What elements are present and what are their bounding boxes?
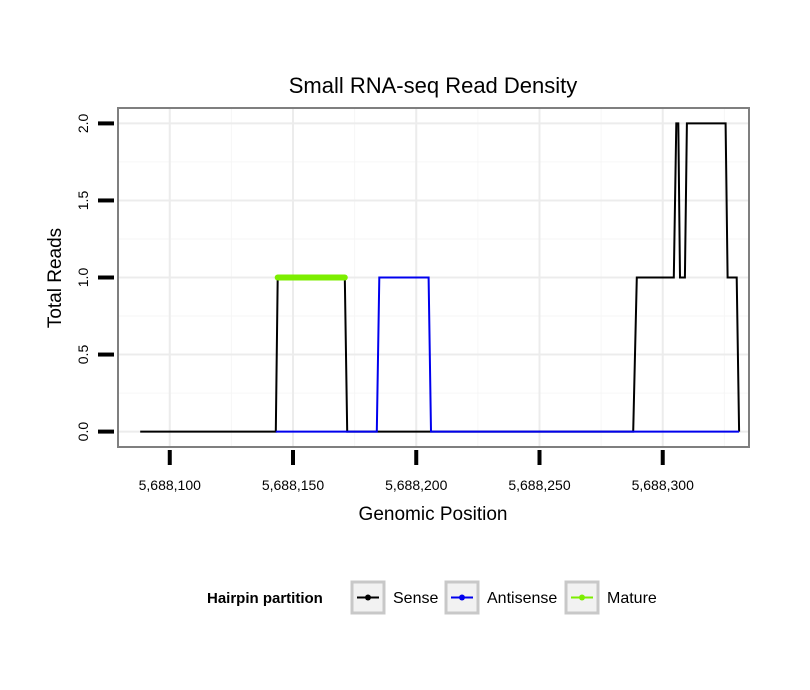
x-tick-label-0: 5,688,100 (139, 477, 201, 493)
legend-point-antisense (459, 594, 465, 601)
legend-title: Hairpin partition (207, 590, 323, 607)
x-tick-label-2: 5,688,200 (385, 477, 447, 493)
legend-entries: Sense Antisense Mature (350, 580, 657, 615)
x-tick-label-1: 5,688,150 (262, 477, 324, 493)
x-axis: 5,688,100 5,688,150 5,688,200 5,688,250 5,68… (139, 450, 694, 493)
y-tick-label-4: 2.0 (75, 113, 91, 133)
plot-panel (117, 107, 750, 448)
legend-label-sense: Sense (393, 590, 438, 607)
x-tick-label-4: 5,688,300 (632, 477, 694, 493)
x-tick-label-3: 5,688,250 (508, 477, 570, 493)
y-tick-label-1: 0.5 (75, 345, 91, 365)
plot-border (117, 107, 750, 448)
y-tick-label-3: 1.5 (75, 191, 91, 211)
legend: Hairpin partition Sense Antisense Mature (207, 580, 657, 615)
legend-label-mature: Mature (607, 590, 657, 607)
x-axis-title: Genomic Position (359, 504, 508, 525)
y-axis: 0.0 0.5 1.0 1.5 2.0 (75, 113, 114, 441)
legend-label-antisense: Antisense (487, 590, 557, 607)
legend-point-sense (365, 594, 371, 601)
y-tick-label-0: 0.0 (75, 422, 91, 442)
y-tick-label-2: 1.0 (75, 268, 91, 288)
series-line-antisense (275, 276, 740, 433)
y-axis-title: Total Reads (45, 228, 66, 328)
series-layer (140, 122, 741, 433)
legend-point-mature (579, 594, 585, 601)
chart-title: Small RNA-seq Read Density (289, 73, 578, 98)
